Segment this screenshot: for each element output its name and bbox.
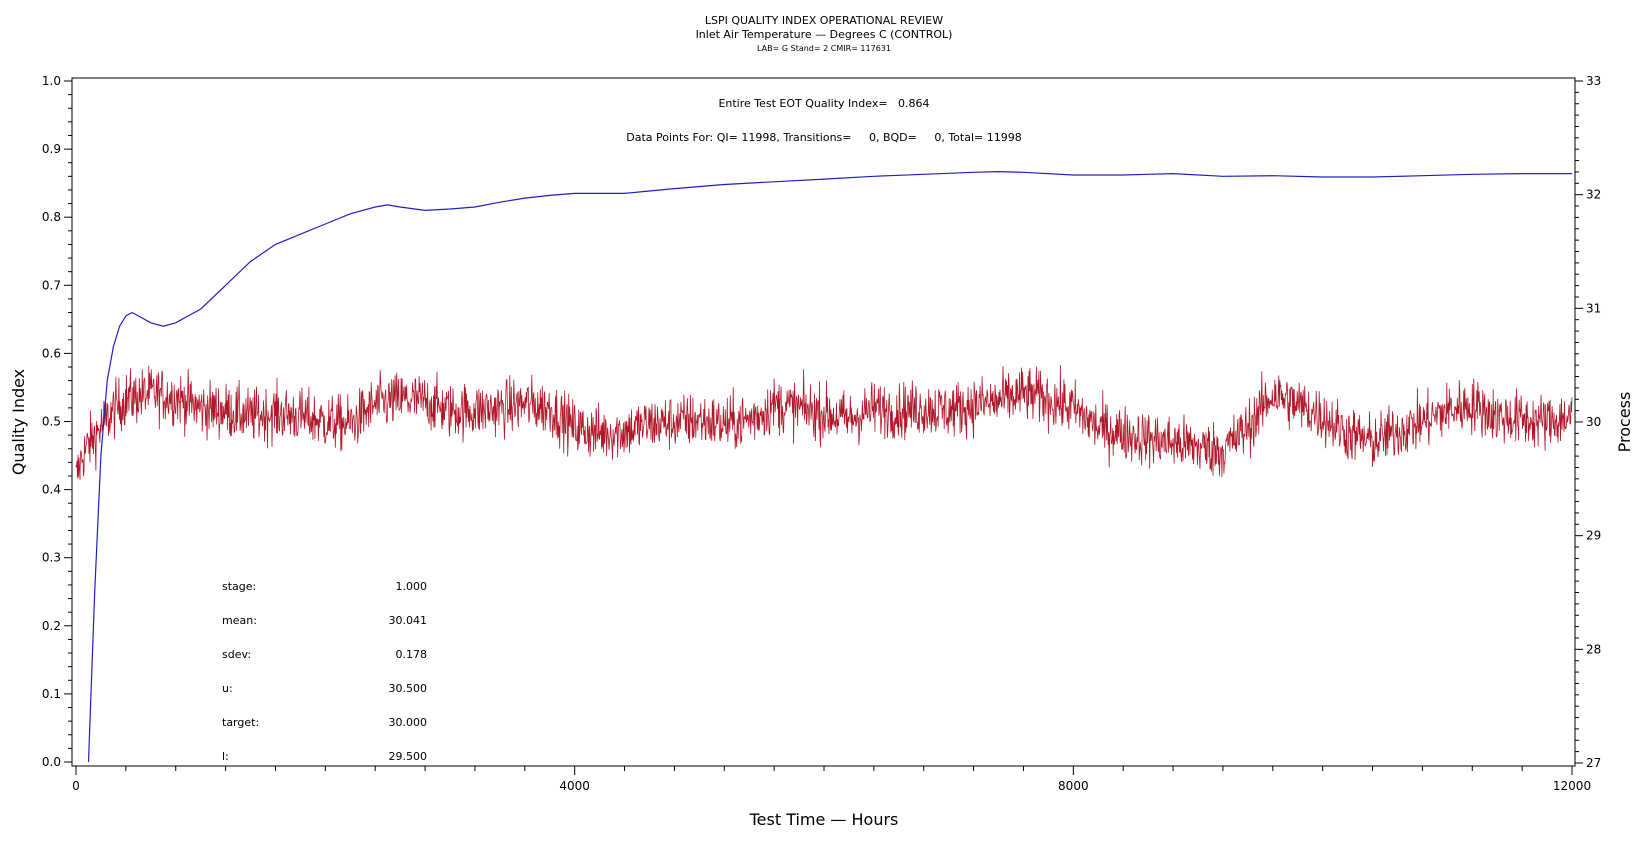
stat-value: 30.041 [389, 614, 428, 627]
stats-panel: stage: 1.000 mean: 30.041 sdev: 0.178 u: 30.500… [222, 580, 427, 763]
chart-title: LSPI QUALITY INDEX OPERATIONAL REVIEW [705, 14, 943, 27]
x-tick-label: 12000 [1553, 779, 1591, 793]
chart-subtitle-lab: LAB= G Stand= 2 CMIR= 117631 [757, 44, 891, 53]
annotation-data-points: Data Points For: QI= 11998, Transitions=… [626, 131, 1021, 144]
y-left-tick-label: 0.7 [42, 278, 61, 292]
x-axis-label: Test Time — Hours [749, 810, 899, 829]
y-right-tick-label: 30 [1586, 415, 1601, 429]
y-right-tick-label: 28 [1586, 642, 1601, 656]
y-right-tick-label: 32 [1586, 188, 1601, 202]
y-axis-right-label: Process [1615, 392, 1634, 453]
x-tick-label: 0 [72, 779, 80, 793]
y-left-tick-label: 0.9 [42, 142, 61, 156]
stat-label: sdev: [222, 648, 251, 661]
annotation-quality-index: Entire Test EOT Quality Index= 0.864 [718, 97, 929, 110]
stat-label: target: [222, 716, 259, 729]
y-left-tick-label: 0.6 [42, 346, 61, 360]
y-left-tick-label: 0.2 [42, 619, 61, 633]
y-right-tick-label: 29 [1586, 529, 1601, 543]
y-right-tick-label: 33 [1586, 74, 1601, 88]
axis-layer: 0 4000 8000 12000 0.0 0.1 0.2 0.3 0.4 0.5 0.6 0.7 0.… [42, 74, 1601, 793]
x-tick-label: 8000 [1058, 779, 1089, 793]
y-axis-left-label: Quality Index [9, 369, 28, 475]
stat-value: 0.178 [396, 648, 428, 661]
y-left-tick-label: 0.4 [42, 483, 61, 497]
y-right-tick-label: 27 [1586, 756, 1601, 770]
y-right-tick-label: 31 [1586, 301, 1601, 315]
stat-value: 30.500 [389, 682, 428, 695]
y-left-tick-label: 0.8 [42, 210, 61, 224]
y-left-tick-label: 0.3 [42, 551, 61, 565]
stat-label: l: [222, 750, 229, 763]
y-left-tick-label: 0.5 [42, 415, 61, 429]
stat-label: u: [222, 682, 233, 695]
series-layer [75, 170, 1573, 763]
chart-subtitle: Inlet Air Temperature — Degrees C (CONTR… [696, 28, 953, 41]
y-left-tick-label: 0.1 [42, 687, 61, 701]
stat-label: stage: [222, 580, 256, 593]
y-left-tick-label: 1.0 [42, 74, 61, 88]
stat-value: 30.000 [389, 716, 428, 729]
stat-value: 1.000 [396, 580, 428, 593]
process-series-line [75, 364, 1573, 480]
quality-index-series-line [87, 170, 1572, 763]
stat-value: 29.500 [389, 750, 428, 763]
y-left-tick-label: 0.0 [42, 755, 61, 769]
stat-label: mean: [222, 614, 257, 627]
x-tick-label: 4000 [559, 779, 590, 793]
